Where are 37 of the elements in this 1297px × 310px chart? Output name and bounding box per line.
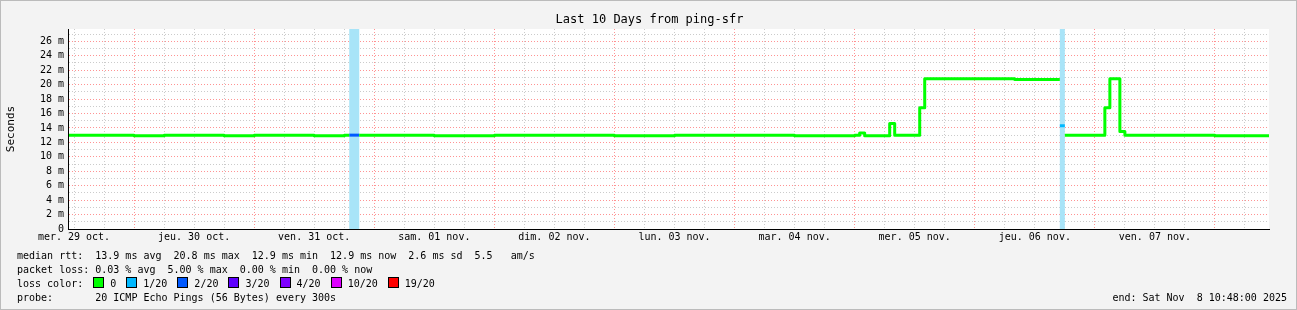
y-tick-label: 6 m: [45, 179, 64, 191]
legend-label: 4/20: [296, 278, 321, 289]
x-tick-label: jeu. 30 oct.: [157, 230, 231, 242]
x-tick-label: jeu. 06 nov.: [998, 230, 1071, 242]
x-tick-label: dim. 02 nov.: [518, 230, 591, 242]
legend-label: 1/20: [143, 278, 168, 289]
y-tick-label: 0: [57, 222, 64, 234]
y-axis-title: Seconds: [4, 105, 18, 153]
x-tick-label: lun. 03 nov.: [638, 230, 711, 242]
y-tick-label: 12 m: [39, 135, 64, 147]
chart-title: Last 10 Days from ping-sfr: [554, 12, 745, 26]
y-tick-label: 20 m: [39, 78, 64, 90]
y-tick-label: 14 m: [39, 121, 64, 133]
text: probe: 20 ICMP Echo Pings (56 Bytes) every 300s: [17, 292, 337, 303]
y-tick-label: 24 m: [39, 49, 64, 61]
x-tick-label: ven. 31 oct.: [278, 230, 351, 242]
y-tick-label: 8 m: [45, 164, 64, 176]
legend-label: 10/20: [347, 278, 378, 289]
legend-label: 0: [110, 278, 117, 289]
y-tick-label: 2 m: [45, 208, 64, 220]
legend-label: 2/20: [194, 278, 219, 289]
legend-label: 3/20: [245, 278, 270, 289]
x-tick-label: ven. 07 nov.: [1118, 230, 1192, 242]
legend-label: 19/20: [404, 278, 435, 289]
x-tick-label: sam. 01 nov.: [398, 230, 471, 242]
text: end: Sat Nov 8 10:48:00 2025: [1112, 291, 1287, 305]
text: packet loss: 0.03 % avg 5.00 % max 0.00 % min 0.00 % now: [17, 263, 374, 277]
y-tick-label: 10 m: [39, 150, 64, 162]
y-tick-label: 4 m: [45, 193, 64, 205]
x-tick-label: mar. 04 nov.: [758, 230, 831, 242]
text: median rtt: 13.9 ms avg 20.8 ms max 12.9 ms min 12.9 ms now 2.6 ms sd 5.5 am/s: [17, 249, 536, 263]
y-tick-label: 26 m: [39, 34, 64, 46]
x-tick-label: mer. 05 nov.: [878, 230, 951, 242]
legend-title: loss color:: [17, 278, 84, 289]
y-tick-label: 22 m: [39, 63, 64, 75]
y-tick-label: 16 m: [39, 107, 64, 119]
y-tick-label: 18 m: [39, 92, 64, 104]
